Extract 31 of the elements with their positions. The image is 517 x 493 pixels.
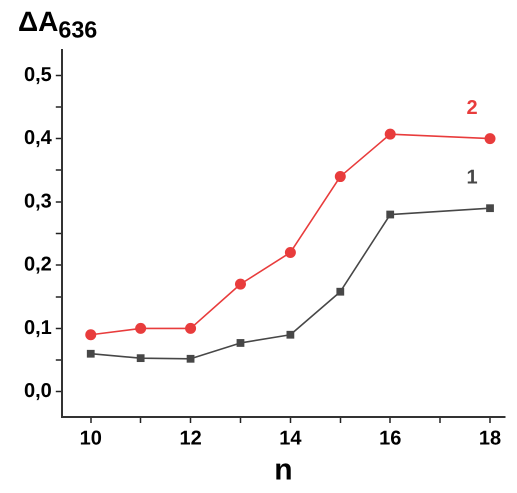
point: [286, 330, 294, 339]
point: [185, 322, 196, 334]
point: [135, 322, 146, 334]
point: [236, 339, 244, 347]
x-tick-label: 18: [478, 428, 502, 450]
y-tick-label: 0,2: [24, 254, 52, 276]
x-axis-title: n: [274, 453, 293, 486]
series-label: 2: [466, 97, 478, 120]
point: [484, 133, 496, 144]
point: [336, 288, 344, 296]
x-tick-label: 16: [379, 428, 402, 450]
series-label: 1: [466, 166, 478, 189]
x-tick-label: 14: [279, 428, 302, 450]
y-tick-label: 0,5: [24, 64, 52, 86]
point: [85, 329, 96, 340]
y-tick-label: 0,0: [24, 380, 52, 402]
point: [284, 246, 296, 258]
point: [486, 204, 494, 212]
point: [234, 278, 246, 290]
y-axis-title: ΔA$_{636}$: [18, 6, 98, 44]
point: [86, 350, 95, 358]
point: [186, 354, 194, 363]
x-tick-label: 10: [80, 428, 102, 450]
point: [334, 171, 346, 182]
y-tick-label: 0,4: [24, 127, 53, 150]
x-tick-label: 12: [179, 428, 202, 450]
y-tick-label: 0,3: [24, 190, 52, 212]
point: [386, 210, 394, 218]
y-tick-label: 0,1: [24, 316, 52, 339]
point: [384, 128, 396, 140]
point: [136, 354, 145, 362]
